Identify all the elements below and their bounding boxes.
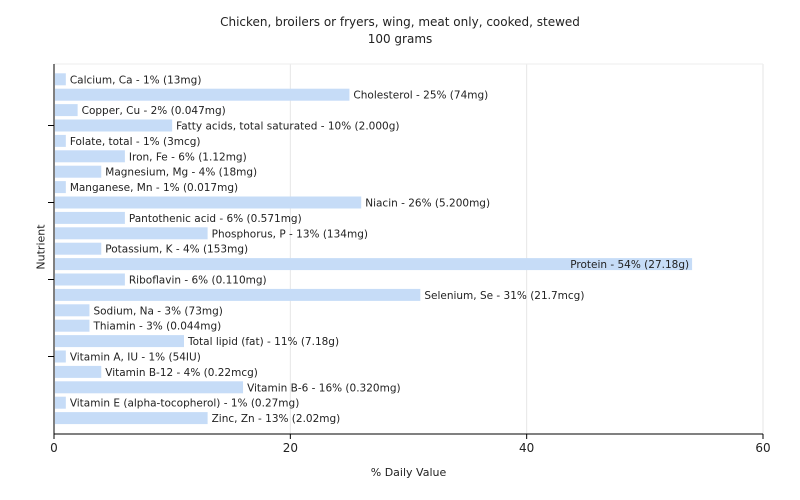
bar-label: Riboflavin - 6% (0.110mg) [129, 275, 267, 287]
bar [55, 150, 125, 163]
bar [55, 288, 421, 301]
bar [55, 365, 102, 378]
bar-label: Iron, Fe - 6% (1.12mg) [129, 151, 247, 163]
bar-label: Potassium, K - 4% (153mg) [105, 244, 248, 256]
x-tick-label: 20 [283, 441, 298, 455]
chart-subtitle: 100 grams [367, 32, 433, 46]
bar [55, 165, 102, 178]
x-tick-label: 0 [50, 441, 58, 455]
bar-label: Phosphorus, P - 13% (134mg) [212, 228, 368, 240]
bar-label: Sodium, Na - 3% (73mg) [93, 305, 222, 317]
bar-label: Pantothenic acid - 6% (0.571mg) [129, 213, 302, 225]
bar-label: Cholesterol - 25% (74mg) [353, 90, 488, 102]
bar [55, 304, 90, 317]
bar [55, 73, 66, 86]
bar-label: Fatty acids, total saturated - 10% (2.00… [176, 121, 399, 133]
bar [55, 381, 244, 394]
bar-label: Magnesium, Mg - 4% (18mg) [105, 167, 257, 179]
y-axis-label: Nutrient [34, 224, 48, 270]
bar [55, 319, 90, 332]
bar [55, 119, 173, 132]
bar-label: Vitamin B-6 - 16% (0.320mg) [247, 382, 401, 394]
bar-label: Calcium, Ca - 1% (13mg) [70, 74, 202, 86]
bar [55, 211, 125, 224]
x-tick-label: 40 [519, 441, 534, 455]
bar-label: Niacin - 26% (5.200mg) [365, 198, 490, 210]
bar [55, 181, 66, 194]
bar [55, 273, 125, 286]
bar [55, 258, 693, 271]
bar-label: Thiamin - 3% (0.044mg) [92, 321, 221, 333]
bar-label: Protein - 54% (27.18g) [570, 259, 689, 271]
bar [55, 88, 350, 101]
bar [55, 227, 208, 240]
bar-label: Vitamin B-12 - 4% (0.22mcg) [105, 367, 258, 379]
bar-label: Vitamin E (alpha-tocopherol) - 1% (0.27m… [70, 398, 299, 410]
bar-label: Zinc, Zn - 13% (2.02mg) [212, 413, 341, 425]
bar [55, 350, 66, 363]
bar-label: Selenium, Se - 31% (21.7mcg) [424, 290, 584, 302]
x-axis-label: % Daily Value [370, 466, 447, 479]
bar-label: Total lipid (fat) - 11% (7.18g) [187, 336, 339, 348]
bar-label: Folate, total - 1% (3mcg) [70, 136, 201, 148]
chart-title: Chicken, broilers or fryers, wing, meat … [220, 15, 580, 29]
bar-label: Manganese, Mn - 1% (0.017mg) [70, 182, 238, 194]
bar [55, 242, 102, 255]
bar [55, 134, 66, 147]
bar-label: Vitamin A, IU - 1% (54IU) [70, 352, 201, 364]
bar [55, 412, 208, 425]
bar [55, 396, 66, 409]
bar-label: Copper, Cu - 2% (0.047mg) [82, 105, 226, 117]
bar [55, 104, 78, 117]
bar [55, 335, 184, 348]
x-tick-label: 60 [755, 441, 770, 455]
bar [55, 196, 362, 209]
